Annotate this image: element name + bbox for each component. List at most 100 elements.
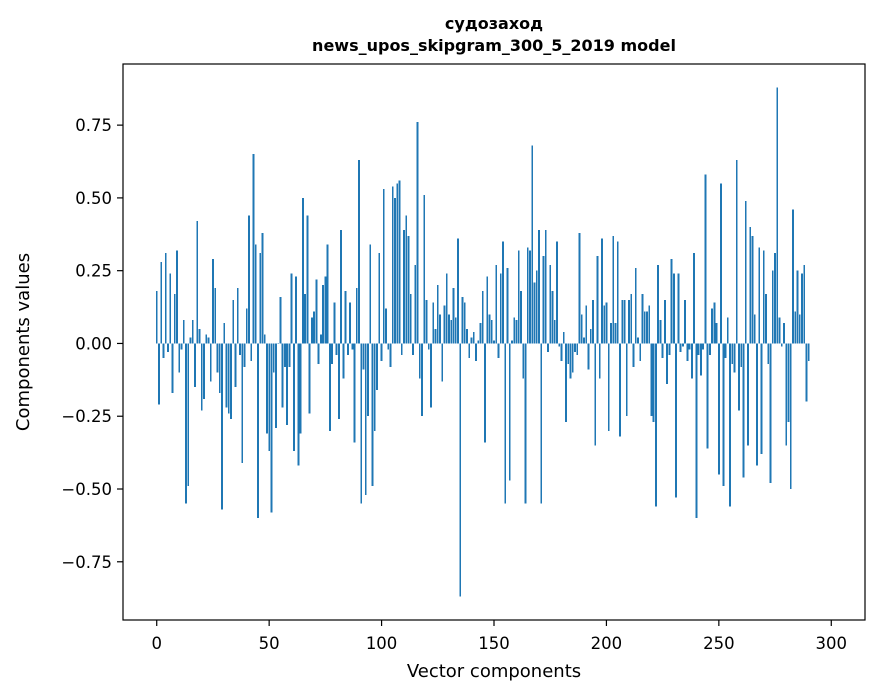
- bar: [342, 343, 345, 379]
- y-axis-label: Components values: [13, 253, 34, 431]
- bar: [643, 311, 646, 344]
- bar: [349, 302, 351, 344]
- bar: [194, 343, 196, 388]
- bar: [749, 227, 752, 344]
- x-tick-label: 100: [366, 634, 398, 653]
- bar: [486, 276, 489, 344]
- bar: [735, 160, 738, 344]
- bar: [513, 317, 516, 344]
- bar: [625, 343, 628, 417]
- bar: [290, 273, 293, 344]
- bar: [252, 154, 255, 344]
- bar: [803, 264, 806, 344]
- bar: [628, 299, 630, 344]
- bar: [378, 253, 381, 344]
- bar: [245, 308, 248, 344]
- bar: [661, 343, 664, 359]
- bar: [283, 343, 286, 367]
- bar: [504, 343, 507, 504]
- bar: [686, 343, 689, 361]
- x-axis: 0 50 100 150 200 250 300: [151, 620, 847, 653]
- y-tick-label: 0.75: [75, 116, 112, 135]
- chart-title: судозаход: [445, 14, 543, 33]
- bar: [191, 320, 194, 344]
- bar: [488, 314, 491, 344]
- bar: [711, 308, 713, 344]
- bar: [362, 343, 365, 370]
- bar: [578, 232, 581, 344]
- bar: [371, 343, 374, 487]
- bar: [454, 317, 457, 344]
- bar: [569, 343, 572, 379]
- bar: [538, 229, 540, 344]
- bar: [677, 273, 680, 344]
- bar: [767, 343, 770, 364]
- bar: [171, 343, 174, 393]
- bar: [753, 314, 756, 344]
- bar: [666, 343, 669, 385]
- bar: [337, 343, 340, 420]
- bar: [310, 317, 313, 344]
- bar: [724, 343, 727, 359]
- bar: [565, 343, 567, 423]
- bar: [306, 215, 309, 344]
- bar: [436, 285, 439, 344]
- bar: [470, 337, 473, 344]
- bar-series: [155, 87, 810, 597]
- bar: [481, 291, 484, 344]
- bar: [254, 244, 257, 344]
- bar: [695, 343, 698, 519]
- bar: [257, 343, 259, 519]
- bar: [331, 343, 334, 364]
- bar: [313, 311, 316, 344]
- bar: [704, 174, 707, 344]
- bar: [301, 197, 304, 344]
- bar: [601, 238, 603, 344]
- bar: [385, 308, 387, 344]
- bar: [641, 293, 644, 344]
- bar: [387, 343, 390, 350]
- bar: [178, 343, 181, 373]
- bar: [740, 343, 743, 367]
- bar: [542, 256, 545, 344]
- bar: [616, 241, 619, 344]
- bar: [421, 343, 423, 417]
- bar: [407, 235, 410, 344]
- bar: [720, 183, 722, 344]
- bar: [535, 270, 538, 344]
- bar: [333, 302, 336, 344]
- bar: [587, 343, 590, 370]
- bar: [200, 343, 203, 411]
- bar: [335, 343, 338, 356]
- bar: [418, 343, 421, 379]
- bar: [634, 267, 637, 344]
- bar: [182, 320, 185, 344]
- bar: [328, 343, 331, 431]
- bar: [434, 328, 437, 344]
- bar: [373, 343, 376, 431]
- bar: [776, 87, 779, 344]
- bar: [405, 215, 408, 344]
- bar: [205, 334, 208, 344]
- bar: [340, 229, 342, 344]
- bar: [789, 343, 792, 490]
- bar: [508, 343, 511, 481]
- y-tick-label: 0.50: [75, 189, 112, 208]
- bar: [459, 343, 462, 597]
- bar: [657, 264, 660, 344]
- bar: [493, 340, 495, 344]
- bar: [319, 334, 322, 344]
- bar: [778, 317, 781, 344]
- bar: [364, 343, 367, 495]
- bar: [659, 320, 662, 344]
- bar: [158, 343, 160, 405]
- bar: [614, 323, 617, 344]
- bar: [805, 343, 808, 402]
- bar: [580, 314, 583, 344]
- bar: [376, 343, 378, 391]
- bar: [610, 323, 612, 344]
- bar: [787, 343, 790, 423]
- bar: [396, 183, 399, 344]
- bar: [648, 305, 651, 344]
